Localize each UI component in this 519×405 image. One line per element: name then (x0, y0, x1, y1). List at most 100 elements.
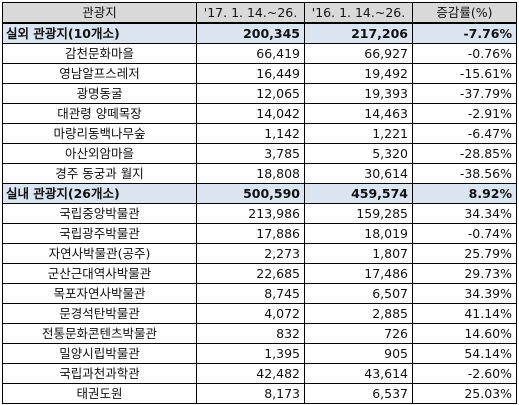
table-row: 밀양시립박물관 1,395 905 54.14% (2, 343, 517, 364)
change-rate: -6.47% (412, 123, 517, 144)
visitors-2017: 22,685 (196, 263, 305, 284)
table-header: 관광지 '17. 1. 14.~26. '16. 1. 14.~26. 증감률(… (2, 2, 517, 24)
visitors-2016: 5,320 (304, 143, 413, 164)
attraction-name: 밀양시립박물관 (2, 343, 197, 364)
visitors-2016: 6,507 (304, 283, 413, 304)
table-row: 자연사박물관(공주) 2,273 1,807 25.79% (2, 243, 517, 264)
table-row: 국립광주박물관 17,886 18,019 -0.74% (2, 223, 517, 244)
group-name: 실내 관광지(26개소) (2, 183, 197, 204)
table-row: 전통문화콘텐츠박물관 832 726 14.60% (2, 323, 517, 344)
attraction-name: 국립중앙박물관 (2, 203, 197, 224)
attraction-name: 자연사박물관(공주) (2, 243, 197, 264)
visitors-2017: 1,142 (196, 123, 305, 144)
attraction-name: 태권도원 (2, 383, 197, 404)
visitors-2016: 726 (304, 323, 413, 344)
visitors-2017: 832 (196, 323, 305, 344)
attraction-name: 경주 동궁과 월지 (2, 163, 197, 184)
change-rate: 25.79% (412, 243, 517, 264)
visitors-2017: 17,886 (196, 223, 305, 244)
visitors-2017: 8,745 (196, 283, 305, 304)
change-rate: -2.91% (412, 103, 517, 124)
visitors-2016: 19,492 (304, 63, 413, 84)
change-rate: 25.03% (412, 383, 517, 404)
change-rate: -0.74% (412, 223, 517, 244)
visitors-2017: 8,173 (196, 383, 305, 404)
attraction-name: 광명동굴 (2, 83, 197, 104)
visitors-2016: 1,807 (304, 243, 413, 264)
visitors-2017: 18,808 (196, 163, 305, 184)
visitors-2016: 159,285 (304, 203, 413, 224)
attraction-name: 마량리동백나무숲 (2, 123, 197, 144)
table-row: 목포자연사박물관 8,745 6,507 34.39% (2, 283, 517, 304)
change-rate: -2.60% (412, 363, 517, 384)
group-row: 실외 관광지(10개소) 200,345 217,206 -7.76% (2, 22, 517, 44)
group-change: 8.92% (412, 183, 517, 204)
table-row: 영남알프스레저 16,449 19,492 -15.61% (2, 63, 517, 84)
visitors-2016: 1,221 (304, 123, 413, 144)
visitors-2017: 42,482 (196, 363, 305, 384)
visitors-2016: 30,614 (304, 163, 413, 184)
table-row: 문경석탄박물관 4,072 2,885 41.14% (2, 303, 517, 324)
change-rate: -15.61% (412, 63, 517, 84)
table-row: 군산근대역사박물관 22,685 17,486 29.73% (2, 263, 517, 284)
attraction-name: 목포자연사박물관 (2, 283, 197, 304)
attraction-name: 감천문화마을 (2, 43, 197, 64)
attraction-name: 국립과천과학관 (2, 363, 197, 384)
table-row: 감천문화마을 66,419 66,927 -0.76% (2, 43, 517, 64)
visitors-2016: 905 (304, 343, 413, 364)
change-rate: -38.56% (412, 163, 517, 184)
change-rate: 54.14% (412, 343, 517, 364)
visitors-2017: 4,072 (196, 303, 305, 324)
visitors-2017: 14,042 (196, 103, 305, 124)
header-2017-period: '17. 1. 14.~26. (196, 2, 305, 24)
visitors-2017: 12,065 (196, 83, 305, 104)
header-row: 관광지 '17. 1. 14.~26. '16. 1. 14.~26. 증감률(… (2, 2, 517, 24)
change-rate: 29.73% (412, 263, 517, 284)
visitors-2017: 2,273 (196, 243, 305, 264)
attraction-name: 전통문화콘텐츠박물관 (2, 323, 197, 344)
group-2016-total: 217,206 (304, 22, 413, 44)
visitors-2016: 6,537 (304, 383, 413, 404)
table-row: 국립중앙박물관 213,986 159,285 34.34% (2, 203, 517, 224)
group-name: 실외 관광지(10개소) (2, 22, 197, 44)
change-rate: 14.60% (412, 323, 517, 344)
table-body: 실외 관광지(10개소) 200,345 217,206 -7.76% 감천문화마을 66… (2, 22, 517, 404)
change-rate: -37.79% (412, 83, 517, 104)
group-change: -7.76% (412, 22, 517, 44)
visitors-2016: 17,486 (304, 263, 413, 284)
attraction-name: 아산외암마을 (2, 143, 197, 164)
group-2017-total: 500,590 (196, 183, 305, 204)
change-rate: 34.39% (412, 283, 517, 304)
change-rate: -28.85% (412, 143, 517, 164)
visitors-2016: 18,019 (304, 223, 413, 244)
visitors-2016: 43,614 (304, 363, 413, 384)
group-2016-total: 459,574 (304, 183, 413, 204)
table-row: 마량리동백나무숲 1,142 1,221 -6.47% (2, 123, 517, 144)
change-rate: 41.14% (412, 303, 517, 324)
visitors-2016: 2,885 (304, 303, 413, 324)
table-row: 태권도원 8,173 6,537 25.03% (2, 383, 517, 404)
table-row: 국립과천과학관 42,482 43,614 -2.60% (2, 363, 517, 384)
attraction-name: 국립광주박물관 (2, 223, 197, 244)
table-row: 아산외암마을 3,785 5,320 -28.85% (2, 143, 517, 164)
visitors-2017: 3,785 (196, 143, 305, 164)
attraction-name: 문경석탄박물관 (2, 303, 197, 324)
header-change-rate: 증감률(%) (412, 2, 517, 24)
visitors-2017: 213,986 (196, 203, 305, 224)
visitors-2017: 1,395 (196, 343, 305, 364)
table-row: 대관령 양떼목장 14,042 14,463 -2.91% (2, 103, 517, 124)
header-2016-period: '16. 1. 14.~26. (304, 2, 413, 24)
attraction-name: 대관령 양떼목장 (2, 103, 197, 124)
change-rate: 34.34% (412, 203, 517, 224)
change-rate: -0.76% (412, 43, 517, 64)
group-row: 실내 관광지(26개소) 500,590 459,574 8.92% (2, 183, 517, 204)
visitors-2016: 66,927 (304, 43, 413, 64)
attraction-name: 영남알프스레저 (2, 63, 197, 84)
table-row: 광명동굴 12,065 19,393 -37.79% (2, 83, 517, 104)
visitors-2017: 16,449 (196, 63, 305, 84)
table-row: 경주 동궁과 월지 18,808 30,614 -38.56% (2, 163, 517, 184)
attraction-name: 군산근대역사박물관 (2, 263, 197, 284)
header-attraction: 관광지 (2, 2, 197, 24)
group-2017-total: 200,345 (196, 22, 305, 44)
